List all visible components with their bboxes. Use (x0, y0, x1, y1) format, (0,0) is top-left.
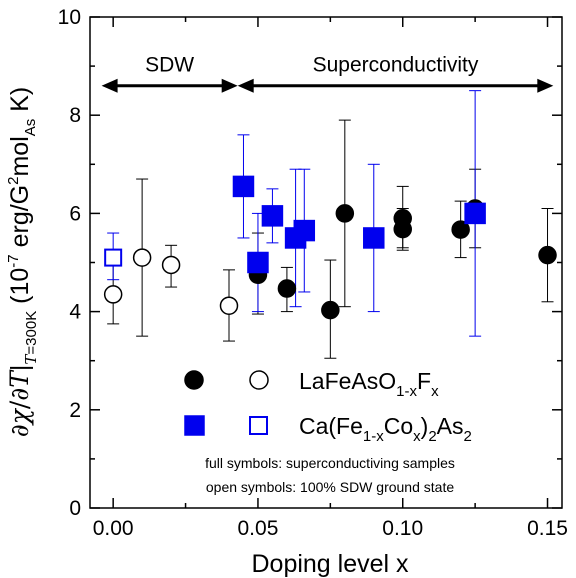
region-label: Superconductivity (313, 54, 479, 77)
legend-ca-p2: Co (384, 413, 413, 439)
legend-ca-p6: As (437, 413, 464, 439)
region-arrows: SDW Superconductivity (102, 54, 554, 93)
legend-la-main: LaFeAsO (299, 368, 396, 394)
region-arrow-head-left (102, 79, 118, 93)
data-point-open-circle (163, 256, 180, 273)
data-point-open-square (105, 250, 121, 266)
y-tick-label: 10 (58, 6, 81, 29)
y-tick-label: 8 (69, 104, 81, 127)
data-point-filled-circle (278, 280, 295, 297)
data-point-filled-square (248, 253, 268, 273)
x-tick-label: 0.15 (527, 517, 568, 540)
legend: LaFeAsO1-xFx Ca(Fe1-xCox)2As2 full symbo… (185, 368, 472, 495)
x-tick-label: 0.05 (238, 517, 279, 540)
legend-la-sub1: 1-x (396, 383, 417, 400)
y-tick-label: 6 (69, 202, 81, 225)
annotation-open-symbols: open symbols: 100% SDW ground state (206, 479, 454, 495)
legend-ca-p7: 2 (464, 428, 472, 445)
legend-ca-p4: ) (421, 413, 429, 439)
data-point-filled-circle (539, 247, 556, 264)
data-point-filled-circle (394, 221, 411, 238)
y-axis-title: ∂χ/∂T|T=300K (10-7 erg/G2molAs K) (5, 87, 40, 437)
data-point-open-circle (105, 286, 122, 303)
region-arrow-head-left (238, 79, 254, 93)
legend-la-sub2: x (431, 383, 439, 400)
data-point-open-circle (220, 297, 237, 314)
region-arrow-head-right (222, 79, 238, 93)
x-axis-title: Doping level x (251, 550, 409, 578)
data-point-filled-square (364, 228, 384, 248)
region-arrow-head-right (537, 79, 553, 93)
data-point-filled-square (294, 221, 314, 241)
legend-ca-p1: 1-x (363, 428, 384, 445)
data-point-filled-circle (336, 205, 353, 222)
region-label: SDW (145, 54, 194, 77)
legend-label-lafeaso: LaFeAsO1-xFx (299, 368, 439, 400)
y-tick-label: 0 (69, 497, 81, 520)
annotation-full-symbols: full symbols: superconductiving samples (205, 455, 455, 471)
data-point-filled-square (262, 206, 282, 226)
data-point-filled-square (465, 203, 485, 223)
legend-filled-circle-marker (185, 371, 203, 389)
y-tick-label: 2 (69, 399, 81, 422)
y-axis-title-text: ∂χ/∂T|T=300K (10-7 erg/G2molAs K) (5, 87, 40, 437)
legend-open-square-marker (250, 417, 267, 434)
legend-la-mid: F (417, 368, 431, 394)
legend-ca-p5: 2 (428, 428, 436, 445)
x-tick-label: 0.00 (93, 517, 134, 540)
y-tick-label: 4 (69, 301, 81, 324)
data-point-filled-square (233, 176, 253, 196)
legend-ca-p0: Ca(Fe (299, 413, 363, 439)
x-tick-label: 0.10 (382, 517, 423, 540)
data-point-filled-circle (322, 302, 339, 319)
data-point-open-circle (134, 249, 151, 266)
legend-label-cafecoas: Ca(Fe1-xCox)2As2 (299, 413, 472, 445)
legend-filled-square-marker (185, 416, 204, 435)
legend-open-circle-marker (250, 371, 268, 389)
